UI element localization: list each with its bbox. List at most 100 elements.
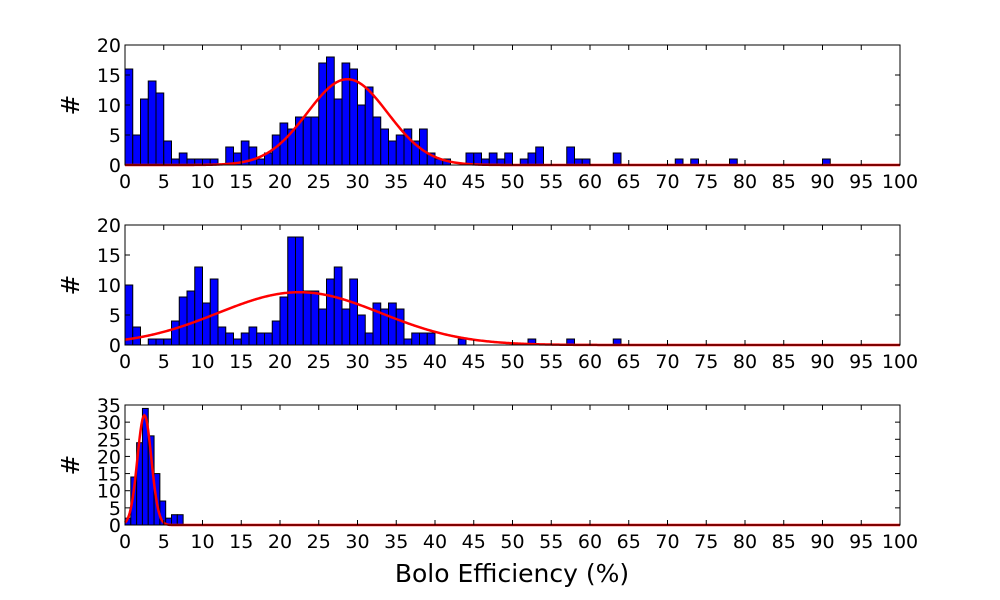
bottom-x-tick-label: 0 xyxy=(119,531,131,553)
middle-x-tick-label: 50 xyxy=(500,351,524,373)
top-bar xyxy=(380,128,389,166)
middle-bar xyxy=(225,332,234,346)
top-bar xyxy=(488,152,498,166)
bottom-x-tick-label: 100 xyxy=(882,531,918,553)
top-x-tick-label: 75 xyxy=(694,171,718,193)
bottom-y-tick-label: 30 xyxy=(97,412,121,434)
middle-x-tick-label: 25 xyxy=(307,351,331,373)
histogram-panel-bottom: 0 5 10 15 20 25 30 35 40 45 50 55 60 65 70 75 80 85 90 95 10… xyxy=(56,395,918,553)
middle-bar xyxy=(202,302,211,346)
bottom-x-tick-label: 15 xyxy=(229,531,253,553)
top-bar xyxy=(163,140,172,166)
top-bar xyxy=(357,104,366,166)
top-y-tick-label: 10 xyxy=(97,95,121,117)
middle-bar xyxy=(403,338,413,346)
middle-bar xyxy=(233,338,242,346)
top-x-tick-label: 55 xyxy=(539,171,563,193)
middle-bar xyxy=(132,326,141,346)
top-y-tick-label: 20 xyxy=(97,35,121,57)
middle-bar xyxy=(264,332,273,346)
middle-bar xyxy=(240,332,250,346)
middle-bar xyxy=(357,314,366,346)
top-bar xyxy=(566,146,575,166)
top-x-tick-label: 35 xyxy=(384,171,408,193)
top-x-tick-label: 0 xyxy=(119,171,131,193)
middle-axes-frame xyxy=(124,224,901,346)
bottom-x-tick-label: 75 xyxy=(694,531,718,553)
top-x-tick-label: 95 xyxy=(849,171,873,193)
middle-x-tick-label: 60 xyxy=(578,351,602,373)
bottom-x-tick-label: 50 xyxy=(500,531,524,553)
top-x-tick-label: 70 xyxy=(655,171,679,193)
top-bar xyxy=(318,62,327,166)
bottom-x-tick-label: 55 xyxy=(539,531,563,553)
middle-bar xyxy=(178,296,188,346)
middle-bar xyxy=(419,332,428,346)
middle-y-axis-label: # xyxy=(56,275,85,296)
bottom-bar xyxy=(176,514,184,526)
histogram-panel-middle: 0 5 10 15 20 25 30 35 40 45 50 55 60 65 70 75 80 85 90 95 10… xyxy=(56,215,918,373)
middle-bar xyxy=(310,290,320,346)
top-bar xyxy=(333,98,343,166)
bottom-x-tick-label: 70 xyxy=(655,531,679,553)
middle-x-tick-label: 10 xyxy=(190,351,214,373)
bottom-y-tick-label: 5 xyxy=(109,498,121,520)
bottom-x-tick-label: 35 xyxy=(384,531,408,553)
bottom-bar xyxy=(171,514,178,526)
bottom-x-tick-label: 95 xyxy=(849,531,873,553)
top-x-tick-label: 20 xyxy=(268,171,292,193)
middle-x-tick-label: 45 xyxy=(462,351,486,373)
middle-x-tick-label: 80 xyxy=(733,351,757,373)
middle-x-tick-label: 100 xyxy=(882,351,918,373)
x-axis-label: Bolo Efficiency (%) xyxy=(395,559,629,588)
top-y-axis-label: # xyxy=(56,95,85,116)
middle-bar xyxy=(171,320,180,346)
middle-x-tick-label: 0 xyxy=(119,351,131,373)
top-bar xyxy=(612,152,622,166)
top-x-tick-label: 45 xyxy=(462,171,486,193)
bottom-x-tick-label: 40 xyxy=(423,531,447,553)
middle-bar xyxy=(186,290,196,346)
top-x-tick-label: 100 xyxy=(882,171,918,193)
top-x-tick-label: 5 xyxy=(158,171,170,193)
middle-bar xyxy=(388,302,397,346)
top-bar xyxy=(302,116,312,166)
bottom-y-axis-label: # xyxy=(56,455,85,476)
bottom-y-tick-label: 20 xyxy=(97,446,121,468)
middle-bar xyxy=(217,326,227,346)
middle-y-tick-label: 5 xyxy=(109,305,121,327)
middle-bar xyxy=(155,338,165,346)
middle-y-tick-label: 15 xyxy=(97,245,121,267)
middle-x-tick-label: 75 xyxy=(694,351,718,373)
bottom-y-tick-label: 35 xyxy=(97,395,121,417)
middle-bar xyxy=(248,326,258,346)
top-x-tick-label: 65 xyxy=(617,171,641,193)
bottom-x-tick-label: 5 xyxy=(158,531,170,553)
top-x-tick-label: 25 xyxy=(307,171,331,193)
top-bar xyxy=(535,146,544,166)
bottom-y-tick-label: 10 xyxy=(97,481,121,503)
top-bar xyxy=(349,68,358,166)
middle-bar xyxy=(256,332,265,346)
middle-bar xyxy=(279,296,289,346)
middle-bar xyxy=(341,308,351,346)
bottom-x-tick-label: 80 xyxy=(733,531,757,553)
middle-bar xyxy=(326,278,335,346)
top-bar xyxy=(364,86,374,166)
middle-x-tick-label: 20 xyxy=(268,351,292,373)
top-bar xyxy=(395,134,405,166)
middle-bar xyxy=(302,290,312,346)
top-bar xyxy=(140,98,149,166)
top-x-tick-label: 30 xyxy=(345,171,369,193)
bottom-y-tick-label: 25 xyxy=(97,429,121,451)
bottom-y-tick-label: 0 xyxy=(109,515,121,537)
middle-x-tick-label: 65 xyxy=(617,351,641,373)
top-x-tick-label: 90 xyxy=(810,171,834,193)
top-bar xyxy=(388,140,397,166)
middle-bar xyxy=(318,308,327,346)
middle-bar xyxy=(364,332,374,346)
top-y-tick-label: 0 xyxy=(109,155,121,177)
middle-bar xyxy=(163,338,172,346)
top-x-tick-label: 10 xyxy=(190,171,214,193)
bottom-axes-frame xyxy=(124,404,901,526)
